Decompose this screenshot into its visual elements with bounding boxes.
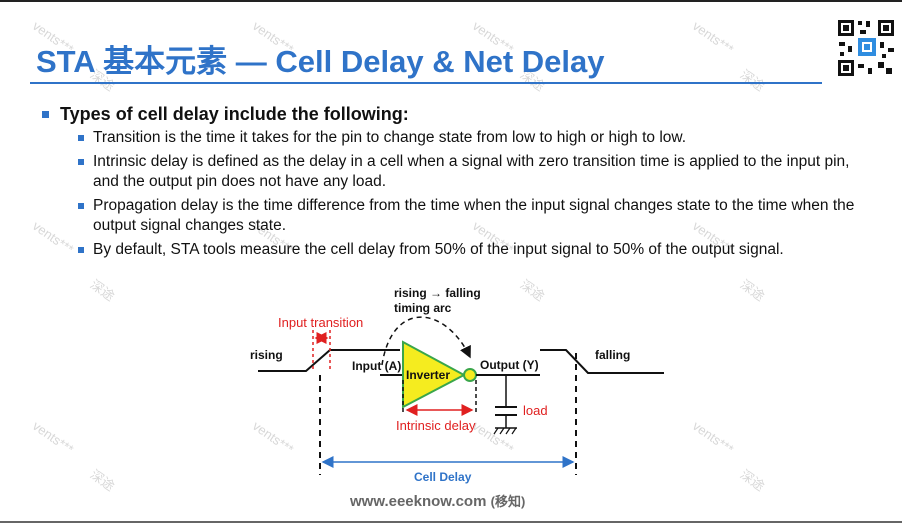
intrinsic-delay-label: Intrinsic delay: [396, 418, 476, 433]
inverter-label: Inverter: [406, 368, 450, 382]
output-pin-label: Output (Y): [480, 358, 539, 372]
cell-delay-label: Cell Delay: [414, 470, 472, 484]
square-bullet-icon: [42, 111, 49, 118]
load-label: load: [523, 403, 548, 418]
square-bullet-icon: [78, 135, 84, 141]
list-item: Intrinsic delay is defined as the delay …: [40, 152, 870, 192]
rising-waveform: [258, 349, 400, 372]
page-title: STA 基本元素 — Cell Delay & Net Delay: [36, 44, 605, 79]
list-item-text: Propagation delay is the time difference…: [93, 197, 855, 234]
heading-text: Types of cell delay include the followin…: [60, 104, 409, 124]
list-item: By default, STA tools measure the cell d…: [40, 240, 870, 260]
bullet-list: Transition is the time it takes for the …: [40, 128, 870, 260]
timing-arc-label-2: timing arc: [394, 301, 452, 315]
timing-arc-label-1: rising → falling: [394, 286, 481, 300]
inverter-cell: [402, 340, 467, 409]
ground-hatch: [499, 427, 505, 435]
list-item-text: By default, STA tools measure the cell d…: [93, 241, 784, 258]
input-transition-label: Input transition: [278, 315, 363, 330]
list-item: Transition is the time it takes for the …: [40, 128, 870, 148]
footer-url-text: www.eeeknow.com: [350, 493, 487, 510]
top-rule: [0, 0, 902, 2]
rising-label: rising: [250, 348, 283, 362]
inverter-bubble: [463, 368, 477, 382]
ground-hatch: [505, 427, 511, 435]
title-underline: [30, 82, 822, 84]
list-item-text: Transition is the time it takes for the …: [93, 129, 687, 146]
list-item-text: Intrinsic delay is defined as the delay …: [93, 153, 850, 190]
bottom-rule: [0, 521, 902, 523]
falling-label: falling: [595, 348, 630, 362]
falling-waveform: [540, 349, 664, 374]
bullet-heading: Types of cell delay include the followin…: [40, 102, 870, 126]
ground-hatch: [511, 427, 517, 435]
square-bullet-icon: [78, 159, 84, 165]
square-bullet-icon: [78, 247, 84, 253]
ground-hatch: [493, 427, 499, 435]
qr-code-icon: [836, 18, 896, 78]
footer-url: www.eeeknow.com (移知): [350, 491, 525, 510]
bullet-content: Types of cell delay include the followin…: [40, 102, 870, 264]
footer-suffix: (移知): [490, 494, 526, 509]
timing-arc: [381, 316, 471, 366]
list-item: Propagation delay is the time difference…: [40, 196, 870, 236]
square-bullet-icon: [78, 203, 84, 209]
input-pin-label: Input (A): [352, 359, 401, 373]
